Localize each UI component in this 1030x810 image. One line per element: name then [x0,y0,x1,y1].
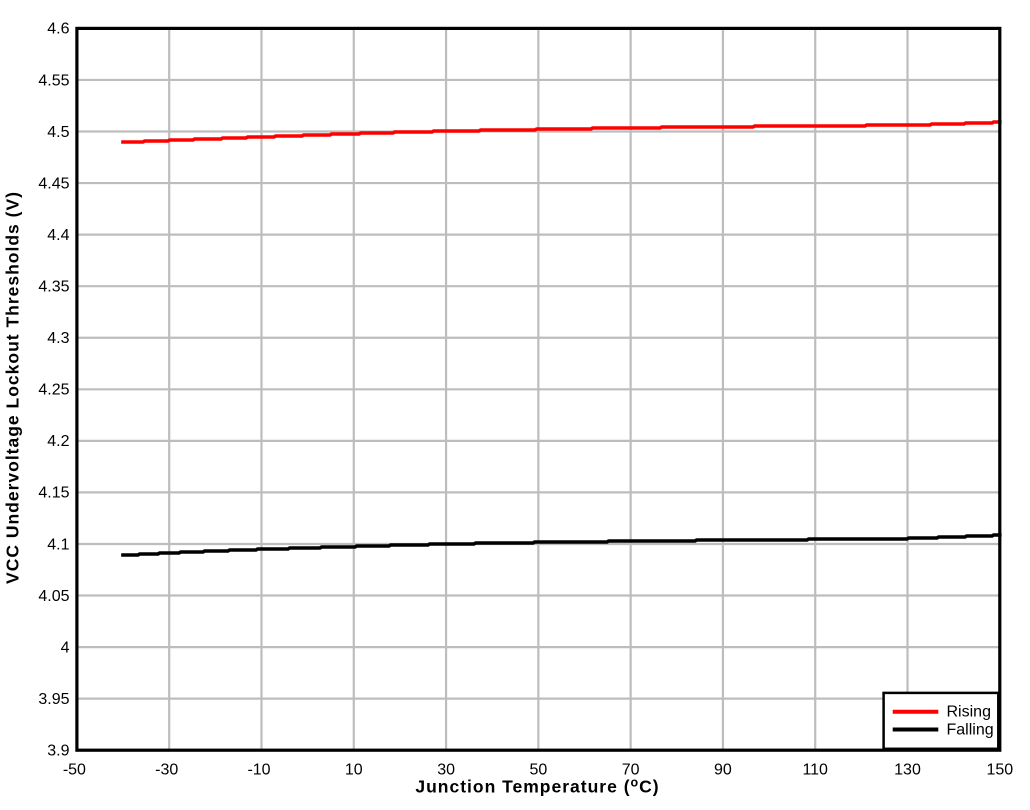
svg-text:VCC Undervoltage Lockout Thres: VCC Undervoltage Lockout Thresholds (V) [3,191,23,584]
svg-text:3.95: 3.95 [38,691,69,708]
svg-text:4.5: 4.5 [47,124,69,141]
svg-text:4.2: 4.2 [47,433,69,450]
svg-text:4.6: 4.6 [47,21,69,38]
svg-text:30: 30 [437,761,455,778]
svg-text:4.3: 4.3 [47,330,69,347]
svg-text:-30: -30 [155,761,178,778]
svg-text:90: 90 [714,761,732,778]
svg-text:4: 4 [61,639,70,656]
svg-text:Falling: Falling [947,721,994,738]
svg-text:4.15: 4.15 [38,485,69,502]
svg-text:-10: -10 [247,761,270,778]
svg-text:Junction Temperature (oC): Junction Temperature (oC) [415,776,659,797]
svg-text:10: 10 [345,761,363,778]
svg-text:4.1: 4.1 [47,536,69,553]
svg-text:-50: -50 [63,761,86,778]
svg-text:4.25: 4.25 [38,382,69,399]
svg-text:4.05: 4.05 [38,588,69,605]
svg-text:70: 70 [622,761,640,778]
svg-text:150: 150 [986,761,1013,778]
svg-text:130: 130 [894,761,921,778]
svg-text:4.55: 4.55 [38,72,69,89]
svg-text:50: 50 [530,761,548,778]
svg-text:3.9: 3.9 [47,743,69,760]
svg-text:4.45: 4.45 [38,175,69,192]
svg-text:4.35: 4.35 [38,279,69,296]
svg-text:Rising: Rising [947,704,991,721]
svg-text:4.4: 4.4 [47,227,69,244]
svg-text:110: 110 [802,761,828,778]
